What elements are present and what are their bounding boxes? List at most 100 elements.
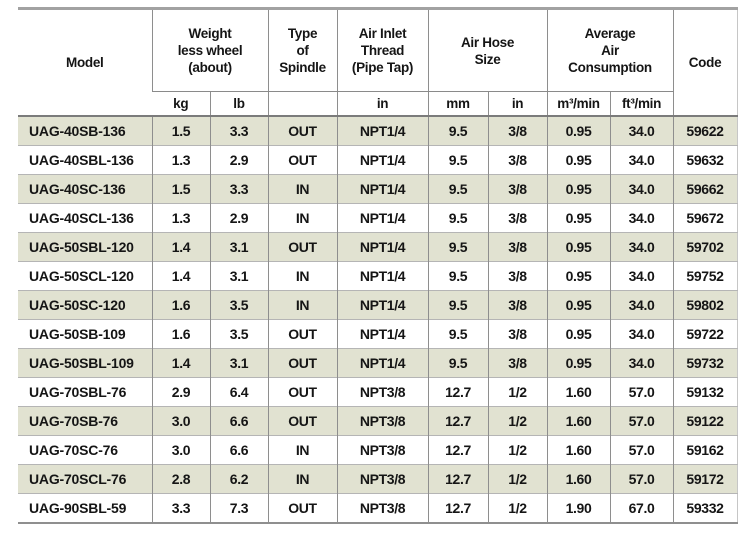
- cell-inlet: NPT1/4: [336, 261, 429, 291]
- cell-kg: 3.0: [151, 435, 210, 465]
- col-header-consumption: Average Air Consumption: [546, 8, 674, 92]
- cell-hose_mm: 9.5: [427, 145, 489, 175]
- cell-lb: 3.3: [209, 174, 269, 204]
- cell-lb: 3.3: [209, 116, 269, 146]
- col-header-weight: Weight less wheel (about): [151, 8, 269, 92]
- cell-inlet: NPT3/8: [336, 377, 429, 407]
- cell-hose_in: 3/8: [487, 261, 548, 291]
- table-row: UAG-40SCL-136 1.3 2.9 IN NPT1/4 9.5 3/8 0.95 34.…: [18, 203, 738, 233]
- cell-model: UAG-70SCL-76: [18, 464, 152, 494]
- cell-spindle: OUT: [267, 116, 338, 146]
- unit-header-ft3min: ft³/min: [609, 91, 674, 117]
- cell-code: 59722: [672, 319, 738, 349]
- cell-hose_mm: 12.7: [427, 406, 489, 436]
- cell-kg: 1.4: [151, 348, 210, 378]
- cell-lb: 6.4: [209, 377, 269, 407]
- table-row: UAG-70SB-76 3.0 6.6 OUT NPT3/8 12.7 1/2 1.60 57.…: [18, 406, 738, 436]
- cell-inlet: NPT1/4: [336, 145, 429, 175]
- cell-code: 59622: [672, 116, 738, 146]
- cell-code: 59132: [672, 377, 738, 407]
- cell-inlet: NPT1/4: [336, 319, 429, 349]
- table-row: UAG-90SBL-59 3.3 7.3 OUT NPT3/8 12.7 1/2 1.90 67…: [18, 493, 738, 523]
- cell-lb: 6.6: [209, 435, 269, 465]
- cell-ft3min: 34.0: [609, 348, 674, 378]
- cell-hose_in: 3/8: [487, 174, 548, 204]
- cell-model: UAG-70SB-76: [18, 406, 152, 436]
- cell-ft3min: 57.0: [609, 435, 674, 465]
- unit-header-lb: lb: [209, 91, 269, 117]
- cell-model: UAG-40SB-136: [18, 116, 152, 146]
- cell-hose_mm: 9.5: [427, 319, 489, 349]
- unit-header-hose-mm: mm: [427, 91, 489, 117]
- cell-model: UAG-40SBL-136: [18, 145, 152, 175]
- cell-spindle: OUT: [267, 406, 338, 436]
- cell-spindle: IN: [267, 261, 338, 291]
- cell-kg: 3.0: [151, 406, 210, 436]
- cell-spindle: IN: [267, 203, 338, 233]
- cell-inlet: NPT3/8: [336, 406, 429, 436]
- cell-ft3min: 34.0: [609, 232, 674, 262]
- cell-m3min: 1.90: [546, 493, 611, 523]
- cell-model: UAG-40SC-136: [18, 174, 152, 204]
- cell-code: 59752: [672, 261, 738, 291]
- cell-ft3min: 57.0: [609, 406, 674, 436]
- cell-code: 59122: [672, 406, 738, 436]
- table-row: UAG-40SBL-136 1.3 2.9 OUT NPT1/4 9.5 3/8 0.95 34…: [18, 145, 738, 175]
- cell-ft3min: 57.0: [609, 464, 674, 494]
- table-row: UAG-70SC-76 3.0 6.6 IN NPT3/8 12.7 1/2 1.60 57.0…: [18, 435, 738, 465]
- cell-lb: 3.5: [209, 319, 269, 349]
- cell-lb: 2.9: [209, 203, 269, 233]
- cell-ft3min: 34.0: [609, 174, 674, 204]
- cell-hose_in: 3/8: [487, 116, 548, 146]
- cell-ft3min: 57.0: [609, 377, 674, 407]
- cell-m3min: 0.95: [546, 232, 611, 262]
- cell-spindle: OUT: [267, 145, 338, 175]
- cell-inlet: NPT3/8: [336, 435, 429, 465]
- cell-ft3min: 67.0: [609, 493, 674, 523]
- cell-hose_in: 3/8: [487, 232, 548, 262]
- cell-inlet: NPT3/8: [336, 493, 429, 523]
- table-row: UAG-70SBL-76 2.9 6.4 OUT NPT3/8 12.7 1/2 1.60 57…: [18, 377, 738, 407]
- cell-m3min: 0.95: [546, 203, 611, 233]
- cell-code: 59332: [672, 493, 738, 523]
- cell-m3min: 1.60: [546, 464, 611, 494]
- header-row-units: kg lb in mm in m³/min ft³/min: [18, 91, 737, 117]
- cell-inlet: NPT3/8: [336, 464, 429, 494]
- cell-code: 59732: [672, 348, 738, 378]
- cell-spindle: OUT: [267, 377, 338, 407]
- cell-spindle: OUT: [267, 348, 338, 378]
- table-row: UAG-50SB-109 1.6 3.5 OUT NPT1/4 9.5 3/8 0.95 34.…: [18, 319, 738, 349]
- cell-hose_mm: 9.5: [427, 290, 489, 320]
- cell-hose_mm: 9.5: [427, 261, 489, 291]
- cell-inlet: NPT1/4: [336, 232, 429, 262]
- cell-hose_in: 3/8: [487, 203, 548, 233]
- cell-hose_mm: 12.7: [427, 493, 489, 523]
- table-body: UAG-40SB-136 1.5 3.3 OUT NPT1/4 9.5 3/8 0.95 34.…: [18, 116, 738, 523]
- cell-kg: 1.4: [151, 232, 210, 262]
- cell-kg: 1.6: [151, 319, 210, 349]
- cell-hose_mm: 12.7: [427, 464, 489, 494]
- cell-spindle: IN: [267, 464, 338, 494]
- cell-ft3min: 34.0: [609, 261, 674, 291]
- unit-header-spindle-empty: [267, 91, 338, 117]
- cell-hose_mm: 12.7: [427, 435, 489, 465]
- cell-m3min: 0.95: [546, 261, 611, 291]
- cell-hose_in: 3/8: [487, 145, 548, 175]
- cell-code: 59802: [672, 290, 738, 320]
- cell-m3min: 0.95: [546, 290, 611, 320]
- cell-lb: 6.2: [209, 464, 269, 494]
- cell-hose_in: 3/8: [487, 319, 548, 349]
- spec-table: Model Weight less wheel (about) Type of …: [18, 7, 738, 524]
- cell-kg: 1.4: [151, 261, 210, 291]
- cell-kg: 2.8: [151, 464, 210, 494]
- cell-spindle: OUT: [267, 232, 338, 262]
- cell-lb: 3.1: [209, 261, 269, 291]
- cell-spindle: OUT: [267, 493, 338, 523]
- cell-inlet: NPT1/4: [336, 116, 429, 146]
- cell-inlet: NPT1/4: [336, 290, 429, 320]
- col-header-spindle: Type of Spindle: [267, 8, 338, 92]
- cell-spindle: OUT: [267, 319, 338, 349]
- cell-m3min: 1.60: [546, 435, 611, 465]
- cell-inlet: NPT1/4: [336, 174, 429, 204]
- cell-code: 59162: [672, 435, 738, 465]
